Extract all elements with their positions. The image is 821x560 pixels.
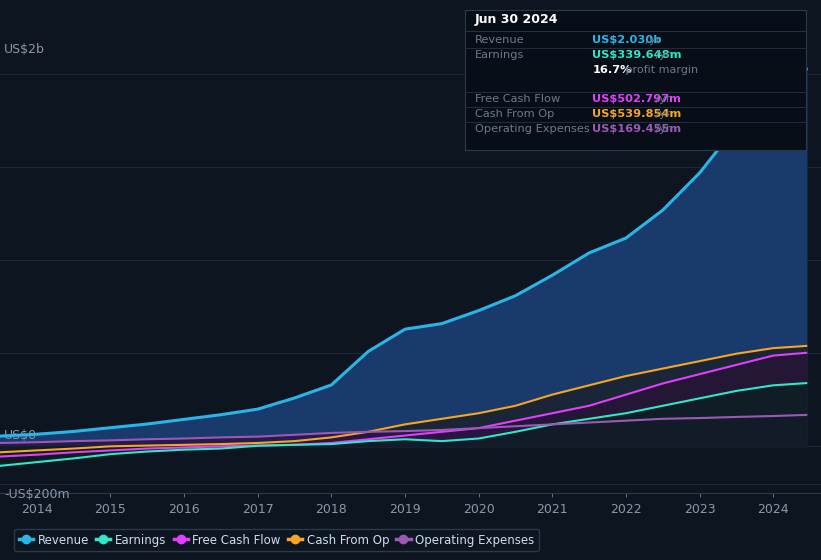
Text: Free Cash Flow: Free Cash Flow	[475, 94, 560, 104]
Text: /yr: /yr	[653, 109, 671, 119]
Text: US$2.030b: US$2.030b	[592, 35, 662, 45]
Text: /yr: /yr	[642, 35, 661, 45]
Text: US$502.797m: US$502.797m	[592, 94, 681, 104]
Text: profit margin: profit margin	[621, 66, 698, 76]
Text: /yr: /yr	[653, 94, 671, 104]
Text: US$0: US$0	[4, 428, 37, 442]
Text: /yr: /yr	[653, 50, 671, 60]
Text: US$339.648m: US$339.648m	[592, 50, 681, 60]
Text: Cash From Op: Cash From Op	[475, 109, 554, 119]
Text: Earnings: Earnings	[475, 50, 525, 60]
Text: US$169.455m: US$169.455m	[592, 124, 681, 134]
Text: US$2b: US$2b	[4, 43, 45, 56]
Legend: Revenue, Earnings, Free Cash Flow, Cash From Op, Operating Expenses: Revenue, Earnings, Free Cash Flow, Cash …	[14, 529, 539, 551]
Text: US$539.854m: US$539.854m	[592, 109, 681, 119]
Text: 16.7%: 16.7%	[592, 66, 631, 76]
Text: Revenue: Revenue	[475, 35, 525, 45]
Text: -US$200m: -US$200m	[4, 488, 70, 501]
Text: /yr: /yr	[653, 124, 671, 134]
Text: Operating Expenses: Operating Expenses	[475, 124, 589, 134]
Text: Jun 30 2024: Jun 30 2024	[475, 13, 558, 26]
